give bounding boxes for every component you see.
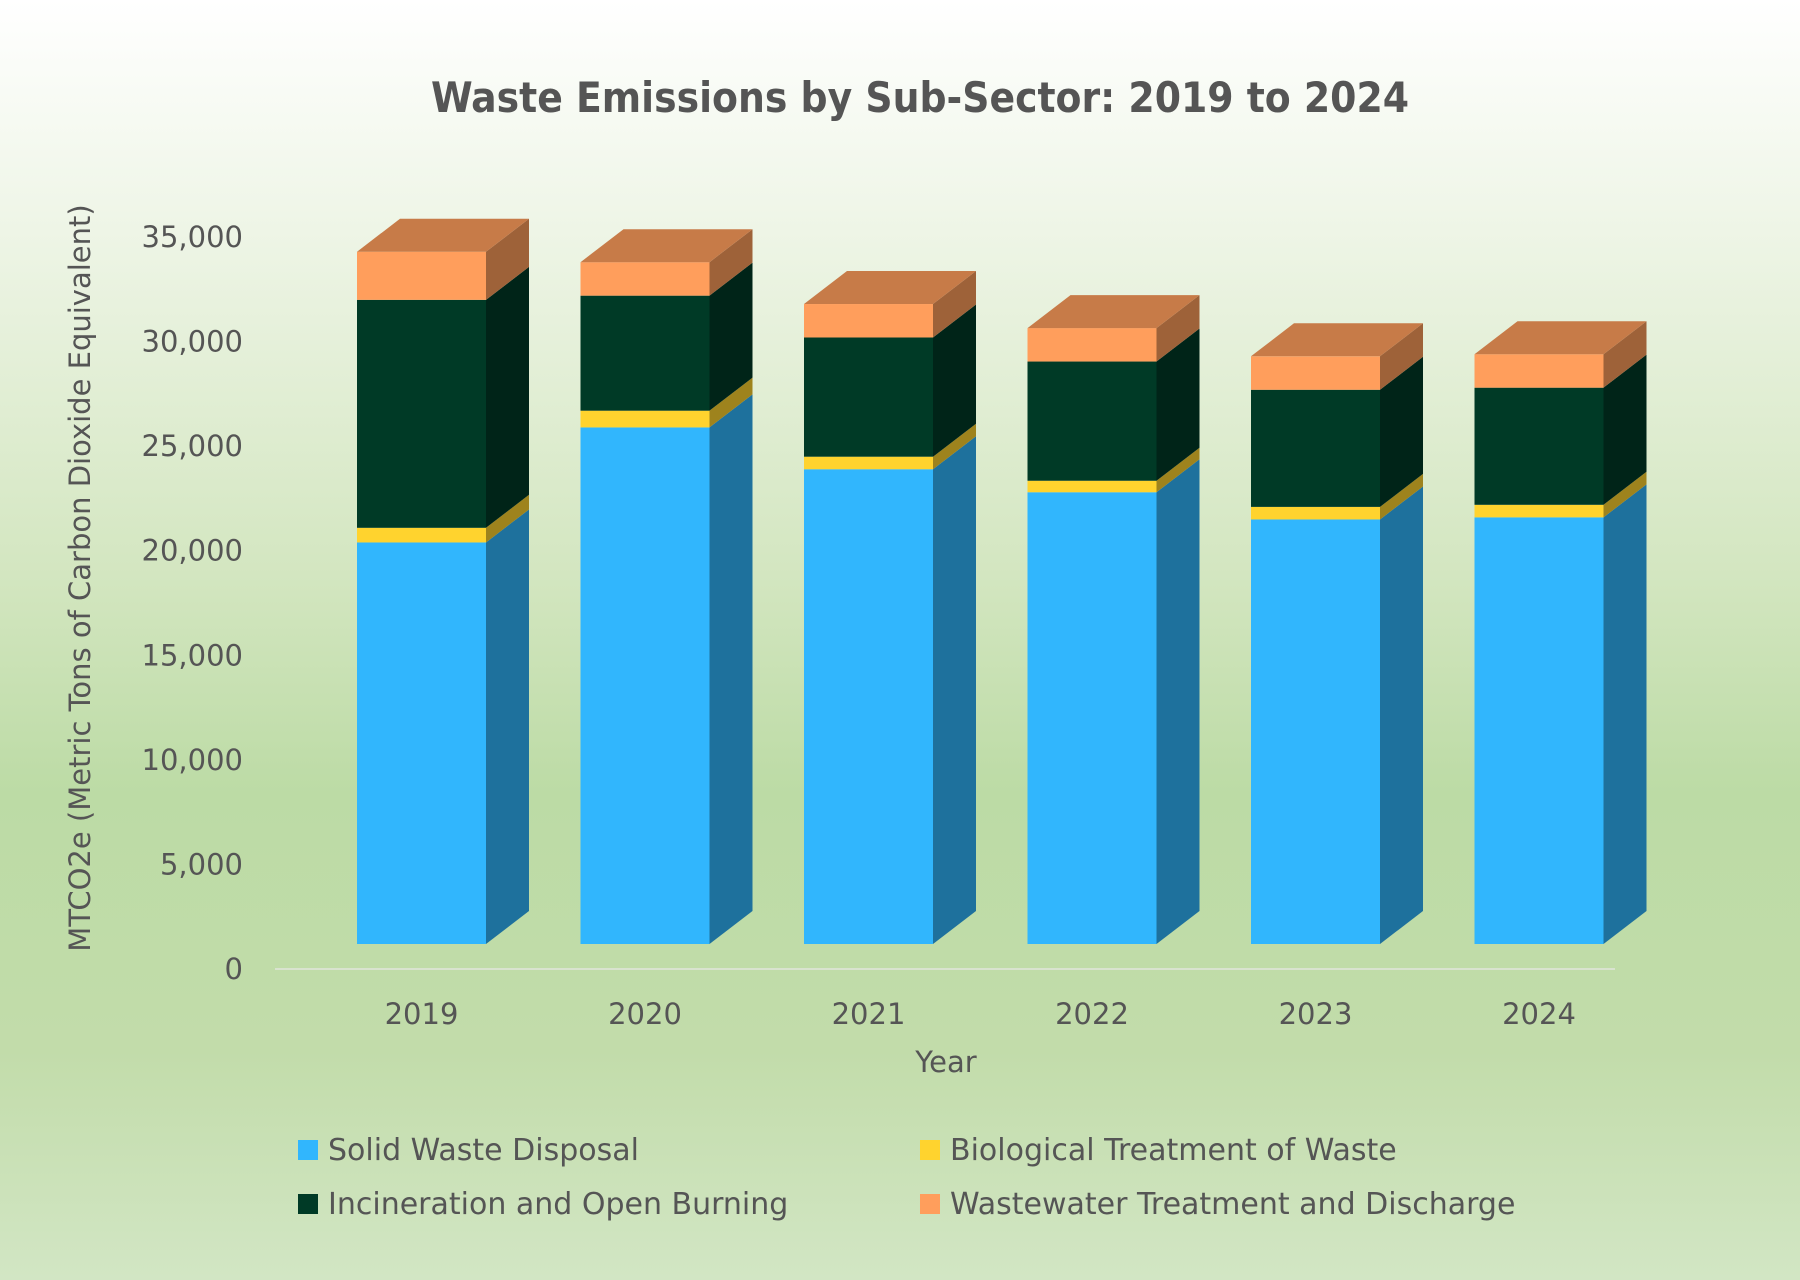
bar-segment <box>804 337 933 457</box>
bar-segment-side <box>709 262 753 411</box>
bar-segment <box>1474 387 1604 505</box>
bar-segment-side <box>1156 459 1200 944</box>
bar-segment-side <box>1156 295 1200 362</box>
bar-segment-side <box>933 423 976 470</box>
x-tick-label: 2020 <box>608 997 682 1031</box>
bar-segment <box>357 299 486 528</box>
y-tick-label: 15,000 <box>142 638 243 672</box>
bar-segment-side <box>933 436 976 944</box>
bar-segment <box>1027 361 1157 481</box>
bar-segment <box>804 304 933 338</box>
legend-item: Wastewater Treatment and Discharge <box>920 1187 1515 1222</box>
bar-segment-side <box>1380 473 1423 520</box>
bar-segment-side <box>1603 471 1647 518</box>
y-tick-label: 0 <box>225 952 243 986</box>
bar-segment-top <box>580 229 753 263</box>
bar-segment <box>1474 354 1604 388</box>
bar-segment <box>804 469 933 944</box>
bar-segment-side <box>1603 354 1647 505</box>
legend: Solid Waste Disposal Biological Treatment… <box>298 1133 1515 1222</box>
y-axis-ticks: 0 5,000 10,000 15,000 20,000 25,000 30,000 35,0… <box>142 220 243 986</box>
bar-segment <box>357 542 486 944</box>
bar-segment <box>357 527 486 543</box>
legend-label: Wastewater Treatment and Discharge <box>950 1187 1515 1222</box>
bars <box>357 218 1647 945</box>
bar-segment <box>1474 504 1604 518</box>
bar-segment <box>1027 328 1157 362</box>
bar-stack-2021 <box>804 271 976 944</box>
legend-item: Biological Treatment of Waste <box>920 1133 1397 1168</box>
x-tick-label: 2024 <box>1502 997 1576 1031</box>
bar-segment-top <box>1027 295 1200 329</box>
x-tick-label: 2019 <box>385 997 459 1031</box>
legend-label: Solid Waste Disposal <box>328 1133 639 1168</box>
y-tick-label: 10,000 <box>142 743 243 777</box>
bar-segment-side <box>1380 356 1423 507</box>
bar-segment <box>357 251 486 300</box>
legend-label: Incineration and Open Burning <box>328 1187 788 1222</box>
bar-segment-side <box>486 266 529 528</box>
bar-segment-side <box>933 271 976 338</box>
bar-segment-side <box>1603 321 1647 388</box>
bar-segment-side <box>1380 486 1423 944</box>
bar-segment-side <box>1380 323 1423 390</box>
bar-segment <box>1027 492 1157 944</box>
bar-segment <box>1251 519 1380 944</box>
bar-segment <box>580 427 710 945</box>
y-axis-label: MTCO2e (Metric Tons of Carbon Dioxide Eq… <box>63 204 97 951</box>
x-tick-label: 2023 <box>1279 997 1353 1031</box>
bar-segment-side <box>486 509 529 944</box>
bar-segment <box>1474 517 1604 944</box>
bar-segment <box>580 410 710 428</box>
bar-stack-2019 <box>357 218 529 944</box>
bar-segment <box>1027 480 1157 493</box>
bar-segment-top <box>1251 323 1423 357</box>
bar-stack-2020 <box>580 229 753 945</box>
legend-item: Solid Waste Disposal <box>298 1133 639 1168</box>
bar-segment-side <box>1156 447 1200 493</box>
bar-stack-2023 <box>1251 323 1423 944</box>
bar-segment-top <box>1474 321 1647 355</box>
x-axis-ticks: 2019 2020 2021 2022 2023 2024 <box>385 997 1576 1031</box>
y-tick-label: 25,000 <box>142 429 243 463</box>
bar-segment-top <box>357 218 529 252</box>
bar-segment-top <box>804 271 976 305</box>
bar-segment <box>1251 356 1380 390</box>
legend-swatch <box>298 1194 318 1214</box>
bar-segment <box>580 295 710 411</box>
bar-segment-side <box>933 304 976 457</box>
x-axis-label: Year <box>914 1045 976 1079</box>
bar-segment <box>1251 389 1380 507</box>
x-tick-label: 2022 <box>1055 997 1129 1031</box>
y-tick-label: 35,000 <box>142 220 243 254</box>
bar-segment-side <box>1603 484 1647 944</box>
bar-stack-2022 <box>1027 295 1200 944</box>
bar-stack-2024 <box>1474 321 1647 944</box>
legend-swatch <box>298 1140 318 1160</box>
bar-segment-side <box>709 394 753 945</box>
x-tick-label: 2021 <box>832 997 906 1031</box>
chart-title: Waste Emissions by Sub-Sector: 2019 to 2… <box>431 73 1409 122</box>
bar-segment-side <box>709 229 753 296</box>
bar-segment <box>580 262 710 296</box>
bar-segment-side <box>709 377 753 428</box>
legend-swatch <box>920 1194 940 1214</box>
legend-label: Biological Treatment of Waste <box>950 1133 1397 1168</box>
legend-item: Incineration and Open Burning <box>298 1187 788 1222</box>
legend-swatch <box>920 1140 940 1160</box>
bar-segment-side <box>486 218 529 300</box>
y-tick-label: 30,000 <box>142 325 243 359</box>
bar-segment-side <box>1156 328 1200 481</box>
y-tick-label: 5,000 <box>160 847 243 881</box>
y-tick-label: 20,000 <box>142 534 243 568</box>
bar-segment-side <box>486 494 529 543</box>
bar-segment <box>1251 506 1380 520</box>
bar-segment <box>804 456 933 470</box>
